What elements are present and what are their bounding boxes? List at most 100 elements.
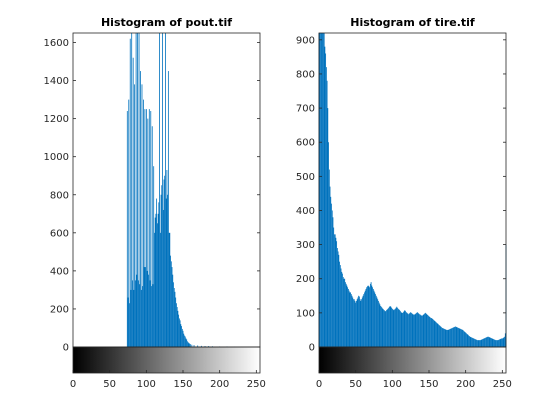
histogram-bar bbox=[399, 310, 401, 347]
histogram-bar bbox=[358, 296, 360, 347]
histogram-bar bbox=[143, 267, 145, 347]
histogram-bar bbox=[384, 311, 386, 347]
histogram-bar bbox=[135, 33, 137, 347]
histogram-bar bbox=[345, 282, 346, 347]
x-tick-label: 0 bbox=[316, 379, 322, 390]
histogram-bar bbox=[179, 320, 181, 347]
histogram-bar bbox=[356, 300, 357, 347]
histogram-bar bbox=[430, 317, 431, 347]
histogram-bar bbox=[469, 336, 471, 347]
histogram-bar bbox=[407, 313, 409, 347]
y-tick-label: 400 bbox=[296, 206, 315, 217]
histogram-bar bbox=[380, 306, 382, 347]
histogram-bar bbox=[442, 328, 444, 347]
histogram-bar bbox=[342, 273, 343, 347]
histogram-bar bbox=[364, 290, 366, 347]
histogram-bar bbox=[490, 337, 492, 347]
histogram-bar bbox=[444, 328, 445, 347]
histogram-bar bbox=[461, 329, 463, 347]
histogram-bar bbox=[466, 334, 468, 347]
x-tick-label: 100 bbox=[383, 379, 402, 390]
histogram-bar bbox=[349, 292, 351, 347]
histogram-bar bbox=[380, 306, 382, 347]
histogram-bar bbox=[460, 329, 462, 347]
histogram-bar bbox=[468, 336, 470, 347]
x-tick-label: 50 bbox=[103, 379, 116, 390]
histogram-bar bbox=[418, 313, 420, 347]
histogram-bar bbox=[488, 336, 489, 347]
histogram-bar bbox=[142, 286, 144, 347]
histogram-bar bbox=[419, 314, 421, 347]
histogram-bar bbox=[457, 327, 459, 347]
histogram-bar bbox=[356, 299, 358, 347]
histogram-bar bbox=[322, 33, 324, 347]
histogram-bar bbox=[159, 232, 161, 347]
histogram-bar bbox=[437, 323, 439, 347]
histogram-bar bbox=[147, 118, 149, 347]
histogram-bar bbox=[434, 321, 436, 347]
histogram-bar bbox=[357, 297, 359, 347]
histogram-bar bbox=[462, 329, 464, 347]
histogram-bar bbox=[187, 342, 189, 347]
histogram-bar bbox=[454, 326, 456, 347]
histogram-bar bbox=[369, 287, 371, 347]
histogram-bar bbox=[443, 328, 445, 347]
histogram-bar bbox=[457, 327, 459, 347]
histogram-bar bbox=[488, 337, 490, 347]
histogram-bar bbox=[438, 324, 439, 347]
y-tick-label: 1200 bbox=[44, 114, 69, 125]
histogram-bar bbox=[162, 33, 163, 347]
histogram-bar bbox=[502, 338, 504, 347]
histogram-bar bbox=[471, 337, 473, 347]
histogram-bar bbox=[320, 33, 322, 347]
y-tick-label: 700 bbox=[296, 104, 315, 115]
histogram-bar bbox=[422, 315, 423, 347]
histogram-bar bbox=[427, 315, 429, 347]
histogram-panel-2: 0 100 200 300 400 500 600 700 800 900 0 50 100 150 200… bbox=[296, 16, 512, 390]
histogram-bar bbox=[500, 338, 502, 347]
histogram-bar bbox=[476, 339, 478, 347]
histogram-bar bbox=[189, 343, 191, 347]
chart-title: Histogram of pout.tif bbox=[101, 16, 232, 29]
histogram-bar bbox=[479, 340, 481, 347]
histogram-bar bbox=[154, 232, 155, 347]
histogram-bar bbox=[143, 99, 144, 347]
histogram-bar bbox=[151, 286, 152, 347]
histogram-bar bbox=[184, 336, 186, 347]
histogram-bar bbox=[321, 33, 323, 347]
histogram-bar bbox=[165, 33, 166, 347]
histogram-bar bbox=[495, 340, 497, 347]
histogram-bar bbox=[343, 278, 345, 347]
histogram-bar bbox=[360, 300, 362, 347]
histogram-bar bbox=[413, 314, 415, 347]
histogram-bar bbox=[485, 337, 486, 347]
histogram-bar bbox=[355, 302, 357, 347]
histogram-bar bbox=[389, 306, 390, 347]
histogram-bar bbox=[477, 340, 478, 347]
histogram-bar bbox=[478, 340, 480, 347]
histogram-bar bbox=[175, 297, 177, 347]
histogram-bar bbox=[386, 310, 387, 347]
histogram-bar bbox=[327, 108, 329, 347]
histogram-bar bbox=[167, 71, 169, 347]
histogram-bar bbox=[459, 328, 461, 347]
histogram-bar bbox=[145, 267, 147, 347]
histogram-bar bbox=[173, 282, 174, 347]
histogram-bar bbox=[440, 326, 442, 347]
histogram-bar bbox=[184, 335, 185, 347]
histogram-bar bbox=[405, 312, 407, 347]
histogram-bar bbox=[161, 185, 163, 347]
histogram-bar bbox=[493, 339, 494, 347]
histogram-bar bbox=[134, 280, 136, 347]
histogram-bar bbox=[131, 33, 133, 347]
histogram-bar bbox=[319, 33, 321, 347]
histogram-bar bbox=[367, 286, 368, 347]
histogram-bar bbox=[397, 307, 398, 347]
y-tick-label: 600 bbox=[50, 228, 69, 239]
histogram-bar bbox=[415, 313, 417, 347]
histogram-bar bbox=[458, 328, 460, 347]
x-tick-label: 200 bbox=[210, 379, 229, 390]
histogram-bar bbox=[134, 84, 136, 347]
histogram-bar bbox=[153, 166, 155, 347]
